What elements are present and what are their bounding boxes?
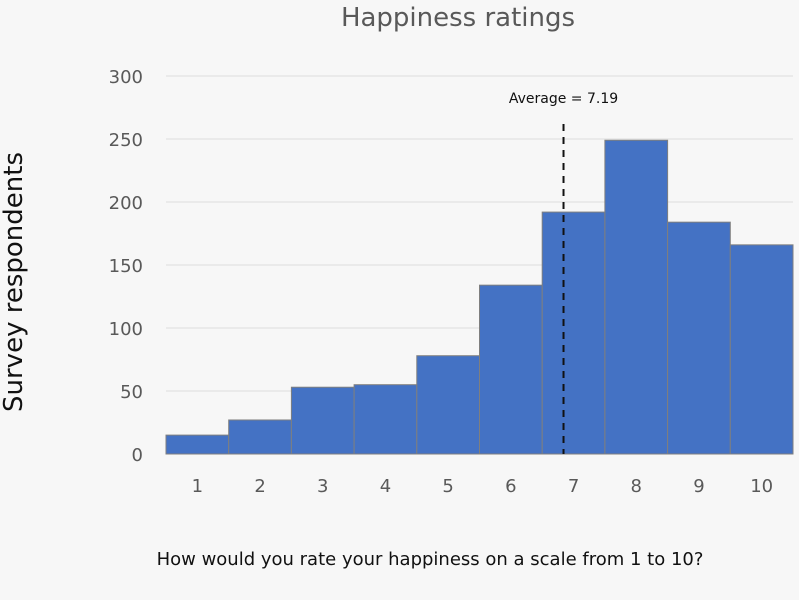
y-axis-ticks: 0 50 100 150 200 250 300	[109, 67, 143, 466]
bar-7	[541, 211, 606, 455]
y-tick-label: 150	[109, 256, 143, 277]
y-axis-label: Survey respondents	[0, 152, 29, 412]
x-tick-label: 1	[192, 476, 203, 497]
x-tick-label: 4	[380, 476, 391, 497]
x-tick-label: 2	[254, 476, 265, 497]
x-axis-label: How would you rate your happiness on a s…	[157, 549, 704, 570]
y-tick-label: 200	[109, 193, 143, 214]
bar-10	[729, 244, 794, 455]
x-axis-ticks: 1 2 3 4 5 6 7 8 9 10	[192, 476, 773, 497]
x-tick-label: 9	[693, 476, 704, 497]
y-tick-label: 0	[132, 445, 143, 466]
bar-9	[667, 221, 731, 455]
bar-6	[479, 284, 543, 455]
x-tick-label: 10	[750, 476, 773, 497]
bars	[165, 139, 794, 455]
y-tick-label: 300	[109, 67, 143, 88]
chart-title: Happiness ratings	[341, 3, 575, 33]
x-tick-label: 6	[505, 476, 516, 497]
y-tick-label: 100	[109, 319, 143, 340]
bar-3	[290, 386, 355, 455]
bar-2	[228, 419, 292, 455]
x-tick-label: 7	[568, 476, 579, 497]
bar-4	[353, 384, 418, 455]
bar-1	[165, 434, 230, 455]
x-tick-label: 3	[317, 476, 328, 497]
average-annotation: Average = 7.19	[509, 91, 618, 454]
bar-8	[604, 139, 669, 455]
y-tick-label: 250	[109, 130, 143, 151]
bar-5	[416, 355, 480, 455]
average-label: Average = 7.19	[509, 91, 618, 107]
x-tick-label: 8	[631, 476, 642, 497]
y-tick-label: 50	[120, 382, 143, 403]
x-tick-label: 5	[442, 476, 453, 497]
